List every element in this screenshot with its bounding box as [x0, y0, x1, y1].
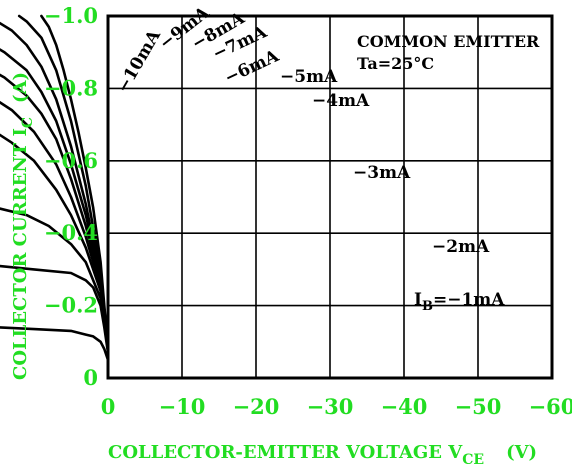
x-tick-label: −30 — [307, 394, 354, 419]
curve — [0, 48, 110, 351]
curve-label: −4mA — [312, 91, 370, 111]
y-tick-label: −0.2 — [44, 293, 98, 318]
plot-frame — [106, 14, 554, 380]
y-tick-label: −0.4 — [44, 220, 98, 245]
y-tick-label: 0 — [83, 365, 98, 390]
y-tick-label: −0.8 — [44, 75, 98, 100]
x-tick-label: −20 — [233, 394, 280, 419]
y-tick-label: −1.0 — [44, 3, 98, 28]
y-axis-title: COLLECTOR CURRENT IC(A) — [10, 72, 36, 380]
curve-label: −3mA — [353, 163, 411, 183]
x-tick-labels: 0 −10 −20 −30 −40 −50 −60 — [101, 394, 572, 419]
x-tick-label: −10 — [159, 394, 206, 419]
grid — [108, 16, 552, 378]
x-tick-label: 0 — [101, 394, 116, 419]
y-tick-label: −0.6 — [44, 148, 98, 173]
curve — [0, 326, 110, 362]
annotation-temperature: Ta=25°C — [357, 54, 434, 73]
x-tick-label: −60 — [529, 394, 572, 419]
x-tick-label: −40 — [381, 394, 428, 419]
curve — [0, 133, 110, 351]
curve-label: −10mA — [113, 26, 165, 97]
curve-label: −2mA — [432, 237, 490, 257]
curve — [0, 73, 110, 351]
curve-label: −5mA — [280, 67, 338, 87]
curve — [40, 14, 110, 351]
curves — [0, 14, 110, 362]
curve — [17, 14, 110, 351]
curve — [0, 100, 110, 351]
curve-label: IB=−1mA — [414, 290, 505, 314]
x-axis-title: COLLECTOR-EMITTER VOLTAGE VCE (V) — [108, 442, 537, 468]
annotation-common-emitter: COMMON EMITTER — [357, 32, 540, 51]
curve — [0, 207, 110, 351]
x-tick-label: −50 — [455, 394, 502, 419]
curve — [0, 21, 110, 351]
y-tick-labels: 0 −0.2 −0.4 −0.6 −0.8 −1.0 — [44, 3, 98, 390]
